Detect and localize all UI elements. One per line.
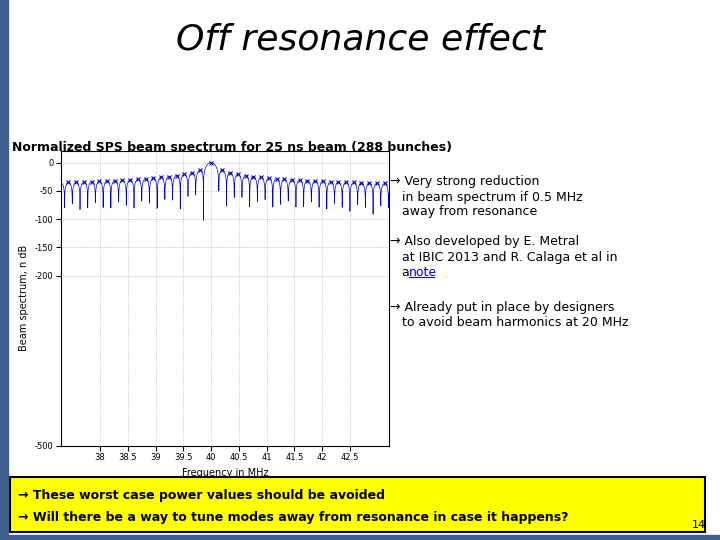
Text: 14: 14	[692, 520, 706, 530]
Bar	[0, 0, 8, 540]
Text: Off resonance effect: Off resonance effect	[176, 23, 544, 57]
Text: → Already put in place by designers: → Already put in place by designers	[390, 300, 614, 314]
Text: note: note	[409, 266, 437, 279]
Text: at IBIC 2013 and R. Calaga et al in: at IBIC 2013 and R. Calaga et al in	[390, 251, 618, 264]
Y-axis label: Beam spectrum, n dB: Beam spectrum, n dB	[19, 245, 30, 352]
Text: to avoid beam harmonics at 20 MHz: to avoid beam harmonics at 20 MHz	[390, 315, 629, 328]
Text: → Very strong reduction: → Very strong reduction	[390, 176, 539, 188]
Text: → Also developed by E. Metral: → Also developed by E. Metral	[390, 235, 579, 248]
X-axis label: Frequency in MHz: Frequency in MHz	[181, 468, 269, 478]
Bar	[10, 477, 705, 532]
Text: away from resonance: away from resonance	[390, 206, 537, 219]
Text: → These worst case power values should be avoided: → These worst case power values should b…	[18, 489, 385, 503]
Bar	[0, 535, 720, 540]
Text: Normalized SPS beam spectrum for 25 ns beam (288 bunches): Normalized SPS beam spectrum for 25 ns b…	[12, 141, 452, 154]
Text: in beam spectrum if 0.5 MHz: in beam spectrum if 0.5 MHz	[390, 191, 582, 204]
Text: a: a	[390, 266, 414, 279]
Text: → Will there be a way to tune modes away from resonance in case it happens?: → Will there be a way to tune modes away…	[18, 511, 569, 524]
